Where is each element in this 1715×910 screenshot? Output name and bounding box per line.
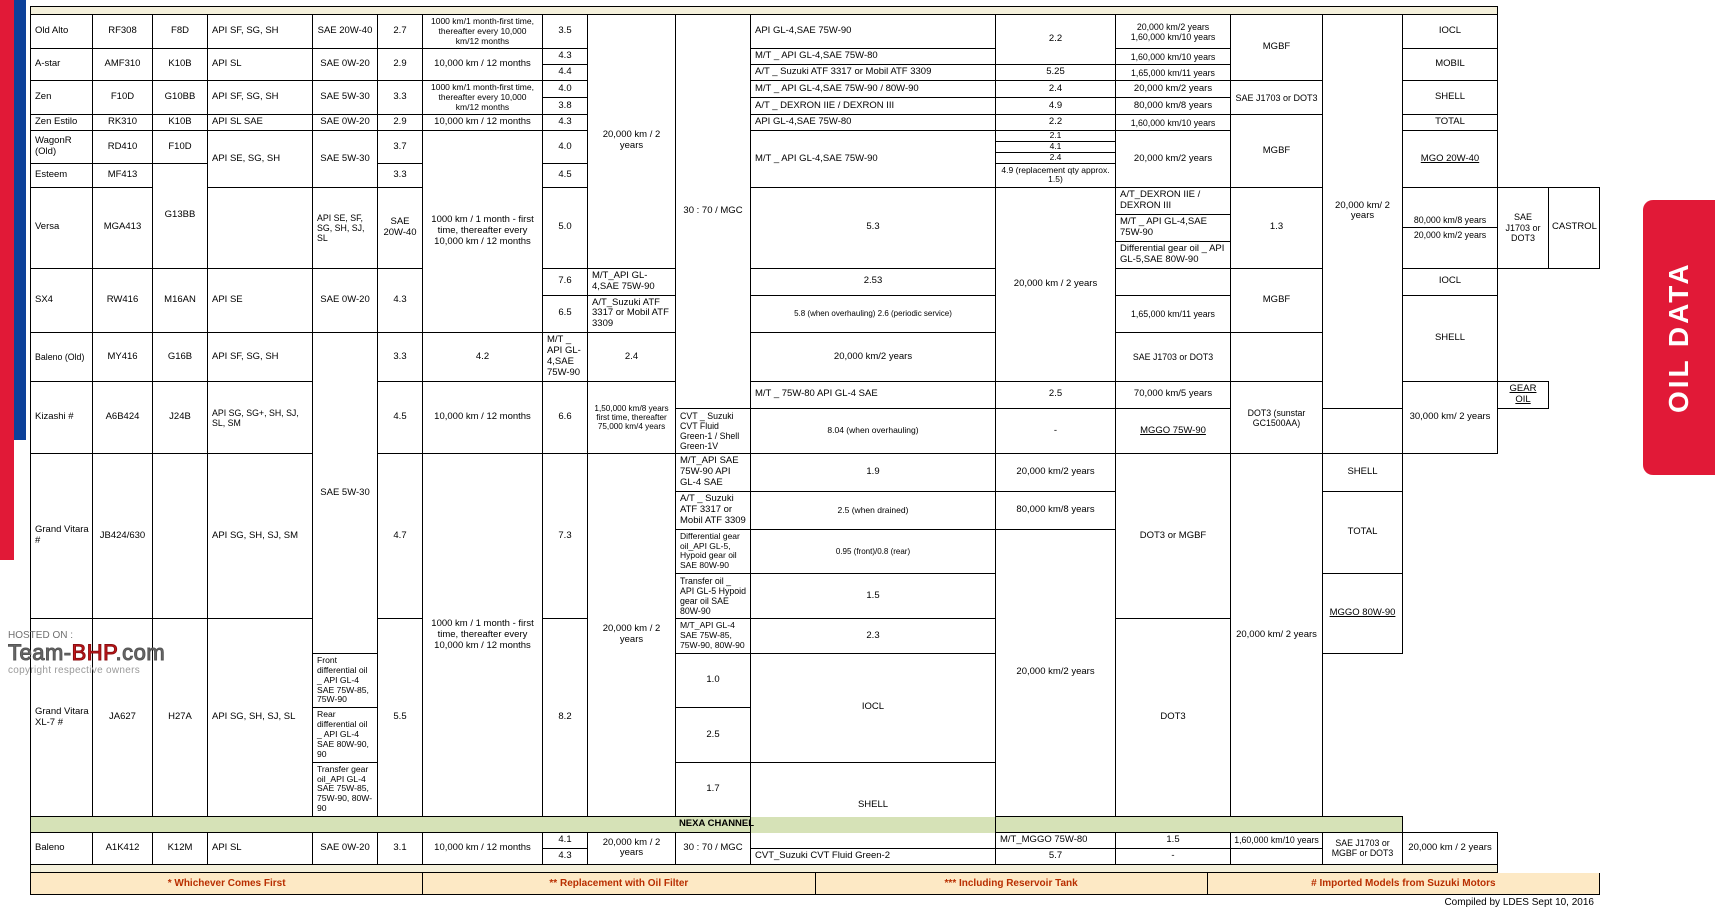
oil-spec-table: Old Alto RF308 F8D API SF, SG, SH SAE 20… xyxy=(30,6,1600,873)
brand-cell: CASTROL xyxy=(1549,188,1600,269)
brand-cell: MGGO 75W-90 xyxy=(1116,408,1231,453)
brand-cell: GEAR OIL xyxy=(1498,382,1549,409)
brand-cell: TOTAL xyxy=(1323,492,1403,574)
nexa-channel-header: NEXA CHANNEL xyxy=(31,817,1600,833)
brand-cell: IOCL xyxy=(751,653,996,762)
brand-cell: SHELL xyxy=(1403,295,1498,381)
brand-cell: MGGO 80W-90 xyxy=(1323,573,1403,653)
brand-cell: IOCL xyxy=(1403,15,1498,49)
main-table-region: Old Alto RF308 F8D API SF, SG, SH SAE 20… xyxy=(30,6,1600,910)
footnote: ** Replacement with Oil Filter xyxy=(423,873,815,894)
footnotes-bar: * Whichever Comes First ** Replacement w… xyxy=(30,873,1600,895)
left-red-stripe xyxy=(0,0,14,560)
footnote: # Imported Models from Suzuki Motors xyxy=(1208,873,1599,894)
table-row: Grand Vitara # JB424/630 API SG, SH, SJ,… xyxy=(31,454,1600,492)
brand-cell: SHELL xyxy=(1323,454,1403,492)
compiled-by-text: Compiled by LDES Sept 10, 2016 xyxy=(30,895,1600,910)
brand-cell: SHELL xyxy=(1403,81,1498,115)
brand-cell: MGO 20W-40 xyxy=(1403,131,1498,188)
teambhp-logo: Team-BHP.com xyxy=(8,641,165,665)
table-row: Old Alto RF308 F8D API SF, SG, SH SAE 20… xyxy=(31,15,1600,49)
oil-data-tab: OIL DATA xyxy=(1643,200,1715,475)
footnote: * Whichever Comes First xyxy=(31,873,423,894)
brand-cell: MOBIL xyxy=(1403,49,1498,81)
footnote: *** Including Reservoir Tank xyxy=(816,873,1208,894)
brand-cell: IOCL xyxy=(1403,268,1498,295)
hosted-on-watermark: HOSTED ON : Team-BHP.com copyright respe… xyxy=(8,630,165,676)
hosted-sub: copyright respective owners xyxy=(8,665,165,676)
brand-cell: SHELL xyxy=(751,762,996,848)
left-blue-stripe xyxy=(14,0,26,440)
brand-cell: TOTAL xyxy=(1403,115,1498,131)
